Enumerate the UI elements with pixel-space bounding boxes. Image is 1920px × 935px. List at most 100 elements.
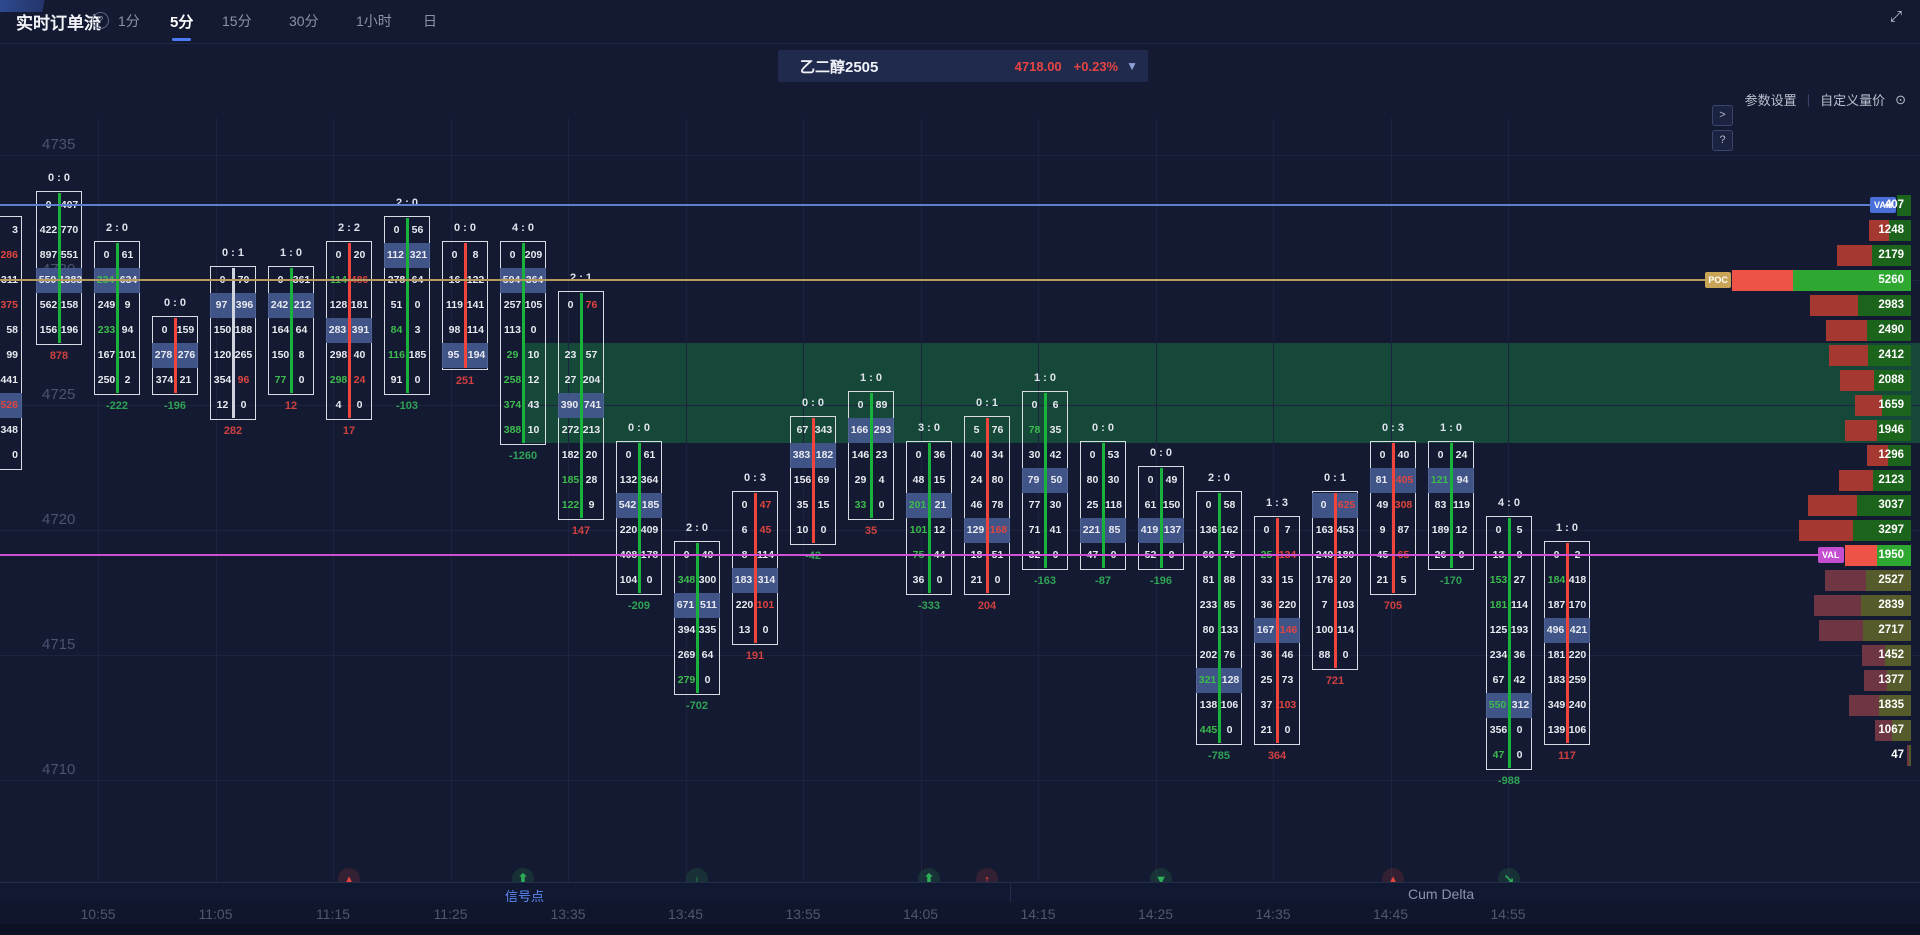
bid-cell: 422 xyxy=(39,224,58,236)
tab-5分[interactable]: 5分 xyxy=(170,11,193,41)
ask-cell: 85 xyxy=(1223,599,1236,611)
time-gridline xyxy=(685,118,687,882)
bid-cell: 354 xyxy=(213,374,232,386)
footprint-row: 84 3 xyxy=(386,318,428,343)
footprint-row: 7 103 xyxy=(1314,593,1356,618)
chevron-down-icon[interactable]: ▼ xyxy=(1126,59,1138,73)
tab-30分[interactable]: 30分 xyxy=(289,13,319,29)
fullscreen-icon[interactable]: ⤢ xyxy=(1889,8,1902,25)
profile-bar-sell xyxy=(1732,269,1793,291)
candle-direction-line xyxy=(753,492,757,643)
ask-cell: 114 xyxy=(1511,599,1528,611)
footprint-row: 269 64 xyxy=(676,643,718,668)
profile-bar-buy xyxy=(1873,469,1911,491)
footprint-row: 0 61 xyxy=(96,243,138,268)
bid-cell: 121 xyxy=(1430,474,1449,486)
bottom-scrollbar[interactable] xyxy=(0,924,1920,935)
profile-bar-buy xyxy=(1852,519,1911,541)
footprint-row: 183 314 xyxy=(732,567,778,593)
footprint-candle xyxy=(1370,440,1416,595)
imbalance-header: 0 : 0 xyxy=(1091,421,1114,434)
footprint-candle xyxy=(964,415,1010,595)
time-axis[interactable] xyxy=(0,902,1920,924)
profile-bar-sell xyxy=(1866,444,1889,466)
footprint-candle xyxy=(442,240,488,370)
profile-bar-sell xyxy=(1907,744,1909,766)
footprint-row: 98 114 xyxy=(444,318,486,343)
bid-cell: 184 xyxy=(1547,574,1566,586)
bid-cell: 897 xyxy=(39,249,58,261)
tab-15分[interactable]: 15分 xyxy=(222,13,252,29)
profile-bar-buy xyxy=(1876,544,1911,566)
footprint-row: 25 73 xyxy=(1256,668,1298,693)
footprint-row: 80 133 xyxy=(1198,618,1240,643)
ask-cell: 0 xyxy=(646,574,653,586)
ask-cell: 43 xyxy=(527,399,540,411)
time-axis-label: 13:35 xyxy=(550,906,586,922)
collapse-panel-button[interactable]: > xyxy=(1712,105,1733,126)
time-gridline xyxy=(333,118,334,882)
ask-cell: 182 xyxy=(815,449,834,461)
footprint-row: 234 36 xyxy=(1488,643,1530,668)
instrument-selector[interactable]: 乙二醇2505 4718.00 +0.23% ▼ xyxy=(778,50,1148,82)
bid-cell: 0 xyxy=(1147,474,1154,486)
ask-cell: 119 xyxy=(1453,499,1470,511)
bid-cell: 33 xyxy=(1260,574,1273,586)
profile-bar-sell xyxy=(1828,344,1869,366)
ask-cell: 76 xyxy=(1223,649,1236,661)
footprint-row: 67 42 xyxy=(1488,668,1530,693)
footprint-row: 394 335 xyxy=(676,618,718,643)
footprint-cell: 348 xyxy=(0,424,18,436)
panel-help-button[interactable]: ? xyxy=(1712,130,1733,151)
ask-cell: 0 xyxy=(530,324,537,336)
tab-1小时[interactable]: 1小时 xyxy=(356,13,392,29)
ask-cell: 103 xyxy=(1278,699,1297,711)
footprint-row: 29 4 xyxy=(850,468,892,493)
poc-line xyxy=(0,279,1706,281)
profile-volume-value: 1950 xyxy=(1878,548,1904,561)
profile-bar-sell xyxy=(1868,219,1889,241)
time-axis-label: 14:35 xyxy=(1255,906,1291,922)
bid-cell: 164 xyxy=(271,324,290,336)
profile-bar-buy xyxy=(1892,719,1911,741)
bid-cell: 150 xyxy=(271,349,290,361)
ask-cell: 23 xyxy=(875,449,888,461)
ask-cell: 312 xyxy=(1511,699,1530,711)
ask-cell: 196 xyxy=(60,324,79,336)
tab-1分[interactable]: 1分 xyxy=(118,13,140,29)
profile-volume-value: 1659 xyxy=(1878,398,1904,411)
footprint-row: 101 12 xyxy=(908,518,950,543)
ask-cell: 9 xyxy=(588,499,595,511)
footprint-row: 47 0 xyxy=(1488,743,1530,768)
ask-cell: 114 xyxy=(1337,624,1354,636)
bid-cell: 445 xyxy=(1199,724,1218,736)
footprint-row: 0 58 xyxy=(1198,493,1240,518)
bid-cell: 671 xyxy=(676,599,695,611)
ask-cell: 42 xyxy=(1049,449,1062,461)
footprint-row: 46 78 xyxy=(966,493,1008,518)
footprint-row: 48 15 xyxy=(908,468,950,493)
price-gridline xyxy=(0,530,1920,531)
gear-icon[interactable]: ⊙ xyxy=(1895,91,1906,107)
bid-cell: 390 xyxy=(560,399,579,411)
imbalance-header: 2 : 0 xyxy=(105,221,128,234)
custom-volume-price-button[interactable]: 自定义量价 xyxy=(1820,93,1886,108)
bid-cell: 21 xyxy=(1260,724,1273,736)
delta-footer: -702 xyxy=(685,699,709,712)
bid-cell: 29 xyxy=(506,349,519,361)
imbalance-header: 0 : 0 xyxy=(627,421,650,434)
price-gridline xyxy=(0,405,1920,406)
ask-cell: 101 xyxy=(118,349,137,361)
candle-direction-line xyxy=(1275,517,1279,743)
delta-footer: -163 xyxy=(1033,574,1057,587)
params-settings-button[interactable]: 参数设置 xyxy=(1744,93,1797,108)
tab-日[interactable]: 日 xyxy=(423,13,437,29)
candle-direction-line xyxy=(463,242,467,368)
profile-bar-sell xyxy=(1814,594,1861,616)
ask-cell: 0 xyxy=(414,299,421,311)
ask-cell: 770 xyxy=(60,224,79,236)
orderflow-chart[interactable]: 4735473047254720471547103286311375589944… xyxy=(0,44,1920,935)
footprint-candle xyxy=(1486,515,1532,770)
help-icon[interactable]: ? xyxy=(92,12,109,29)
bid-cell: 0 xyxy=(1320,499,1327,511)
